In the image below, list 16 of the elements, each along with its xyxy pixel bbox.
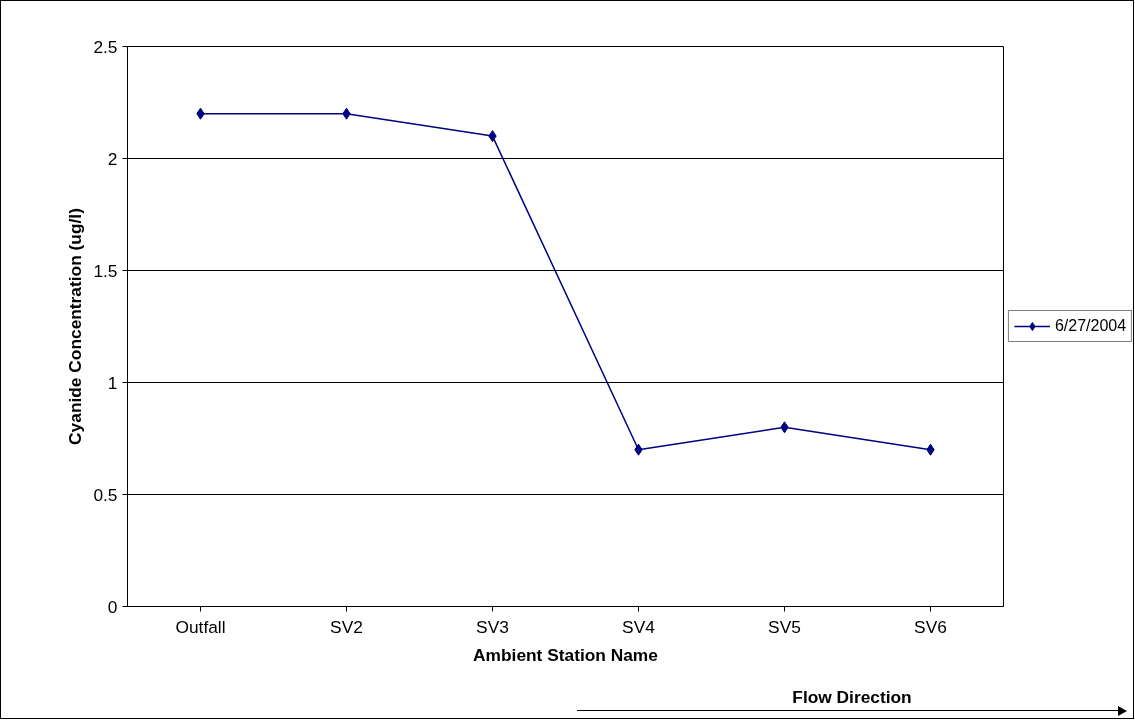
y-axis-title: Cyanide Concentration (ug/l) <box>65 208 86 445</box>
text: Flow Direction <box>791 687 913 707</box>
x-axis-title: Ambient Station Name <box>473 644 659 665</box>
y-tick-label: 2.5 <box>93 36 118 57</box>
x-tick-label: Outfall <box>175 616 226 637</box>
legend-label: 6/27/2004 <box>1054 317 1127 335</box>
y-tick-label: 1 <box>107 372 118 393</box>
y-tick-label: 0.5 <box>93 484 118 505</box>
x-tick-label: SV2 <box>330 616 363 637</box>
y-tick-label: 1.5 <box>93 260 118 281</box>
x-tick-label: SV4 <box>622 616 656 637</box>
x-tick-label: SV3 <box>476 616 509 637</box>
x-tick-label: SV6 <box>914 616 947 637</box>
x-tick-label: SV5 <box>768 616 801 637</box>
y-tick-label: 2 <box>107 148 118 169</box>
y-tick-label: 0 <box>107 596 118 617</box>
